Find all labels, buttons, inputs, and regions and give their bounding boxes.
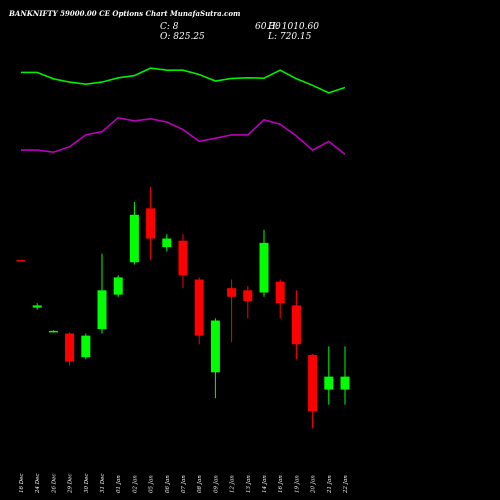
upper-indicator-line bbox=[21, 67, 346, 94]
candle-body bbox=[210, 320, 220, 373]
candle-body bbox=[32, 305, 42, 308]
x-tick-label: 30 Dec bbox=[84, 474, 90, 494]
x-tick-label: 12 Jan bbox=[230, 475, 236, 493]
lower-indicator-line bbox=[21, 116, 346, 156]
candle-body bbox=[243, 290, 253, 302]
x-tick-label: 07 Jan bbox=[181, 475, 187, 493]
x-tick-label: 22 Jan bbox=[343, 475, 349, 494]
candle-body bbox=[162, 238, 172, 248]
x-tick-label: 26 Dec bbox=[51, 474, 57, 495]
candle-body bbox=[16, 260, 26, 262]
x-tick-label: 08 Jan bbox=[197, 475, 203, 493]
x-tick-label: 19 Jan bbox=[294, 475, 300, 493]
x-tick-label: 24 Dec bbox=[35, 474, 41, 495]
x-tick-label: 09 Jan bbox=[213, 475, 219, 493]
candle-body bbox=[291, 305, 301, 345]
x-tick-label: 21 Jan bbox=[327, 475, 333, 494]
x-tick-label: 31 Dec bbox=[100, 474, 106, 494]
x-tick-label: 29 Dec bbox=[68, 474, 74, 495]
candle-body bbox=[227, 288, 237, 297]
x-tick-label: 16 Jan bbox=[278, 475, 284, 493]
x-tick-label: 02 Jan bbox=[132, 475, 138, 493]
candle-body bbox=[259, 242, 269, 293]
candle-body bbox=[324, 376, 334, 390]
candle-body bbox=[81, 335, 91, 358]
x-tick-label: 05 Jan bbox=[149, 475, 155, 493]
candle-body bbox=[48, 330, 58, 333]
candle-body bbox=[194, 279, 204, 336]
x-tick-label: 13 Jan bbox=[246, 475, 252, 493]
candle-body bbox=[65, 333, 75, 362]
high-value: H: 1010.60 bbox=[268, 22, 319, 32]
low-value: L: 720.15 bbox=[268, 32, 312, 42]
candle-body bbox=[113, 277, 123, 295]
candle-body bbox=[146, 208, 156, 239]
candle-body bbox=[178, 240, 188, 276]
close-value: C: 8 bbox=[160, 22, 179, 32]
candle-body bbox=[129, 214, 139, 263]
chart-title: BANKNIFTY 59000.00 CE Options Chart Muna… bbox=[9, 9, 241, 18]
x-tick-label: 20 Jan bbox=[311, 475, 317, 494]
candle-body bbox=[275, 281, 285, 304]
open-value: O: 825.25 bbox=[160, 32, 205, 42]
overlap-value: 60.30 bbox=[255, 22, 281, 32]
x-tick-label: 06 Jan bbox=[165, 475, 171, 493]
candle-body bbox=[308, 355, 318, 412]
candle-body bbox=[97, 290, 107, 330]
x-tick-label: 01 Jan bbox=[116, 475, 122, 493]
x-tick-label: 14 Jan bbox=[262, 475, 268, 493]
candle-body bbox=[340, 376, 350, 390]
x-tick-label: 16 Dec bbox=[19, 474, 25, 494]
